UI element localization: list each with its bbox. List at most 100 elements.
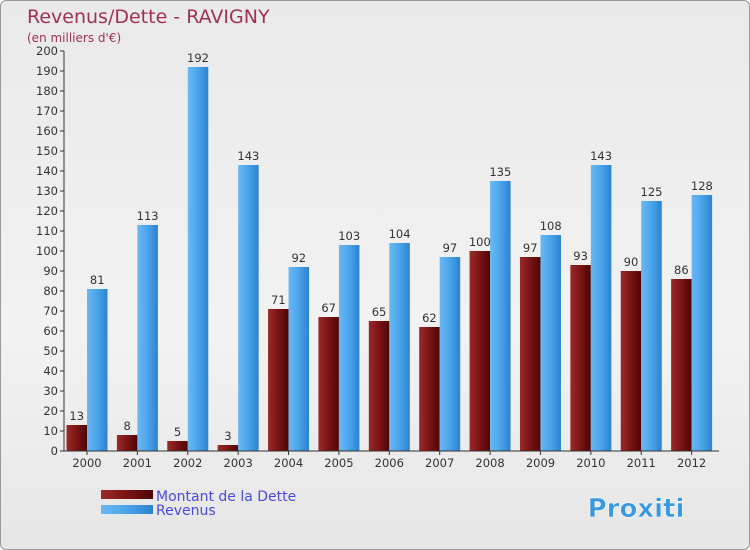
- data-label-dette: 8: [123, 419, 130, 433]
- data-label-revenus: 108: [540, 219, 562, 233]
- y-tick-label: 110: [36, 224, 58, 238]
- bar-dette: [66, 425, 87, 451]
- data-label-revenus: 81: [90, 273, 105, 287]
- bars: 13 81 8 113 5 192 3 143 71 92 67 103 65 104 62 97 100 135…: [66, 51, 713, 451]
- y-tick-label: 60: [43, 324, 58, 338]
- data-label-dette: 90: [624, 255, 639, 269]
- bar-revenus: [540, 235, 561, 451]
- data-label-revenus: 92: [291, 251, 306, 265]
- data-label-revenus: 192: [187, 51, 209, 65]
- bar-revenus: [87, 289, 108, 451]
- data-label-revenus: 143: [237, 149, 259, 163]
- x-tick-label: 2010: [576, 456, 605, 470]
- data-label-dette: 86: [674, 263, 689, 277]
- bar-revenus: [389, 243, 410, 451]
- y-tick-label: 130: [36, 184, 58, 198]
- logo-text: Proxiti: [588, 494, 685, 524]
- x-axis: 2000 2001 2002 2003 2004 2005 2006 2007 2008 2009…: [64, 450, 719, 470]
- chart-title: Revenus/Dette - RAVIGNY: [27, 6, 270, 28]
- bar-revenus: [590, 165, 612, 451]
- x-tick-label: 2009: [526, 456, 555, 470]
- x-tick-label: 2005: [324, 456, 353, 470]
- y-tick-label: 200: [36, 44, 58, 58]
- data-label-dette: 3: [224, 429, 231, 443]
- data-label-dette: 97: [523, 241, 538, 255]
- data-label-revenus: 113: [137, 209, 159, 223]
- y-tick-label: 120: [36, 204, 58, 218]
- data-label-revenus: 97: [443, 241, 458, 255]
- y-tick-label: 160: [36, 124, 58, 138]
- bar-revenus: [641, 201, 662, 451]
- legend: Montant de la Dette Revenus: [101, 489, 296, 519]
- y-axis: 0 10 20 30 40 50 60 70 80 90 100 110 120 130 140 150 160…: [36, 44, 65, 458]
- bar-dette: [368, 321, 390, 451]
- bar-dette: [620, 271, 642, 451]
- x-tick-label: 2004: [274, 456, 303, 470]
- bar-dette: [167, 441, 188, 451]
- data-label-revenus: 143: [590, 149, 612, 163]
- bar-dette: [419, 327, 440, 451]
- bar-revenus: [439, 257, 461, 451]
- data-label-dette: 5: [174, 425, 181, 439]
- bar-dette: [268, 309, 289, 451]
- bar-dette: [116, 435, 138, 451]
- x-tick-label: 2011: [627, 456, 656, 470]
- bar-dette: [671, 279, 692, 451]
- x-tick-label: 2012: [677, 456, 706, 470]
- data-label-dette: 93: [573, 249, 588, 263]
- y-tick-label: 80: [43, 284, 58, 298]
- y-tick-label: 180: [36, 84, 58, 98]
- y-tick-label: 150: [36, 144, 58, 158]
- y-tick-label: 90: [43, 264, 58, 278]
- data-label-revenus: 135: [489, 165, 511, 179]
- y-tick-label: 0: [51, 444, 58, 458]
- x-tick-label: 2002: [173, 456, 202, 470]
- data-label-dette: 67: [321, 301, 336, 315]
- x-tick-label: 2006: [375, 456, 404, 470]
- data-label-revenus: 125: [641, 185, 663, 199]
- y-tick-label: 10: [43, 424, 58, 438]
- y-tick-label: 30: [43, 384, 58, 398]
- bar-dette: [519, 257, 541, 451]
- bar-revenus: [137, 225, 158, 451]
- data-label-dette: 13: [69, 409, 84, 423]
- y-tick-label: 50: [43, 344, 58, 358]
- bar-revenus: [490, 181, 511, 451]
- data-label-revenus: 103: [338, 229, 360, 243]
- legend-swatch-debt: [101, 490, 153, 499]
- x-tick-label: 2007: [425, 456, 454, 470]
- proxiti-logo: Proxiti: [587, 494, 685, 525]
- bar-revenus: [238, 165, 259, 451]
- bar-revenus: [288, 267, 310, 451]
- data-label-dette: 100: [469, 235, 491, 249]
- legend-swatch-revenus: [101, 505, 153, 514]
- y-tick-label: 70: [43, 304, 58, 318]
- y-tick-label: 140: [36, 164, 58, 178]
- y-tick-label: 190: [36, 64, 58, 78]
- bar-revenus: [338, 245, 360, 451]
- data-label-dette: 65: [372, 305, 387, 319]
- bar-dette: [318, 317, 339, 451]
- x-tick-label: 2000: [72, 456, 101, 470]
- bar-revenus: [187, 67, 209, 451]
- bar-dette: [217, 445, 239, 451]
- legend-label-debt: Montant de la Dette: [156, 489, 296, 505]
- data-label-revenus: 128: [691, 179, 713, 193]
- bar-dette: [570, 265, 591, 451]
- chart-subtitle: (en milliers d'€): [27, 31, 121, 45]
- data-label-dette: 62: [422, 311, 437, 325]
- bar-revenus: [691, 195, 713, 451]
- data-label-revenus: 104: [389, 227, 411, 241]
- x-tick-label: 2008: [475, 456, 504, 470]
- y-tick-label: 40: [43, 364, 58, 378]
- data-label-dette: 71: [271, 293, 286, 307]
- y-tick-label: 20: [43, 404, 58, 418]
- y-tick-label: 100: [36, 244, 58, 258]
- x-tick-label: 2001: [123, 456, 152, 470]
- bar-dette: [469, 251, 491, 451]
- x-tick-label: 2003: [224, 456, 253, 470]
- y-tick-label: 170: [36, 104, 58, 118]
- legend-label-revenus: Revenus: [156, 503, 216, 519]
